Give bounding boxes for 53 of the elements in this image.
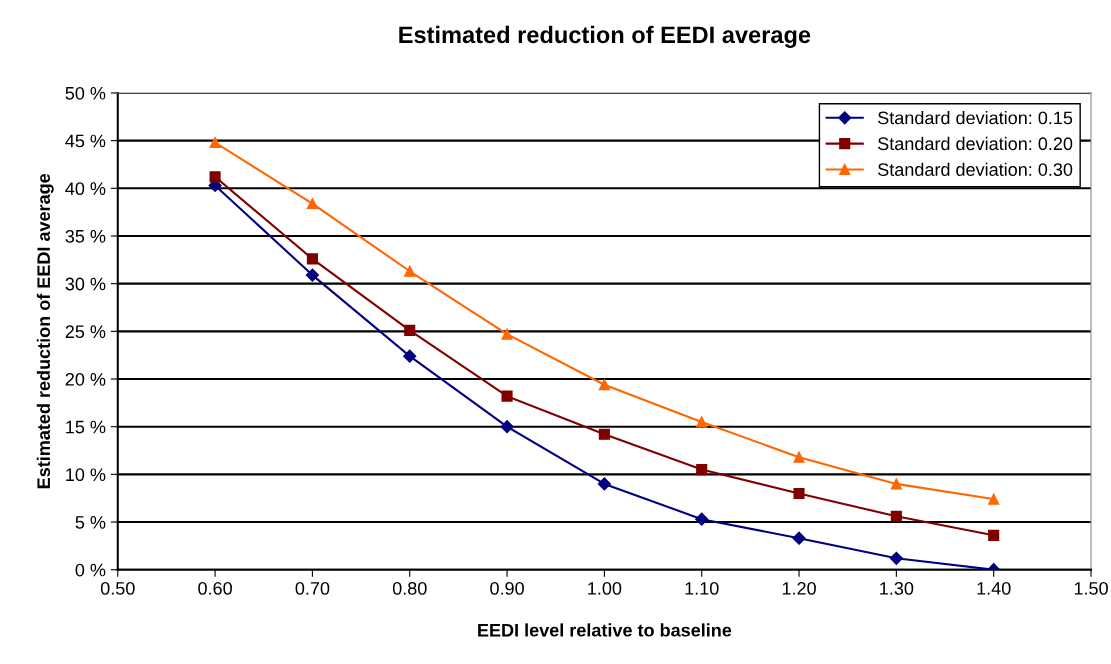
x-tick-label: 1.30 [880, 581, 914, 595]
y-tick-label: 0 % [75, 563, 106, 577]
y-tick-label: 40 % [65, 182, 106, 196]
legend-label: Standard deviation: 0.15 [878, 111, 1073, 125]
y-tick-label: 45 % [65, 134, 106, 148]
point [404, 324, 416, 336]
x-tick-label: 1.00 [588, 581, 622, 595]
point [598, 379, 610, 391]
point [598, 428, 610, 440]
x-tick-label: 0.50 [100, 581, 135, 595]
legend-label: Standard deviation: 0.20 [878, 136, 1073, 151]
y-tick-label: 5 % [75, 516, 106, 529]
x-tick-label: 0.60 [198, 581, 232, 595]
point [793, 451, 805, 463]
point [209, 171, 221, 183]
point [889, 551, 903, 565]
point [403, 349, 417, 363]
point [793, 487, 805, 499]
x-tick-label: 1.20 [782, 581, 816, 595]
y-tick-label: 25 % [65, 325, 106, 339]
x-tick-label: 0.80 [392, 581, 427, 595]
x-tick-label: 0.90 [490, 581, 524, 595]
point [501, 390, 513, 402]
point [597, 477, 611, 491]
x-tick-label: 0.70 [295, 581, 330, 595]
point [306, 198, 318, 210]
x-axis-title: EEDI level relative to baseline [478, 623, 732, 637]
x-tick-label: 1.10 [685, 581, 719, 595]
point [500, 420, 514, 434]
x-tick-label: 1.40 [977, 581, 1011, 595]
x-tick-label: 1.50 [1074, 581, 1108, 595]
y-tick-label: 10 % [66, 468, 106, 482]
y-tick-label: 15 % [66, 420, 106, 434]
y-axis-title: Estimated reduction of EEDI average [36, 173, 54, 489]
legend-label: Standard deviation: 0.30 [878, 162, 1073, 176]
y-tick-label: 50 % [65, 86, 106, 100]
point [792, 531, 806, 545]
point [404, 265, 416, 277]
point [988, 529, 1000, 541]
chart-title: Estimated reduction of EEDI average [399, 25, 811, 48]
point [209, 136, 221, 149]
y-tick-label: 30 % [65, 277, 106, 291]
point [696, 464, 708, 476]
point [988, 493, 1000, 505]
point [696, 416, 708, 428]
y-tick-label: 20 % [65, 372, 106, 386]
point [890, 510, 902, 522]
point [890, 478, 902, 490]
point [501, 328, 513, 340]
point [305, 268, 320, 282]
y-tick-label: 35 % [65, 229, 106, 243]
point [306, 253, 318, 265]
point [695, 512, 709, 526]
